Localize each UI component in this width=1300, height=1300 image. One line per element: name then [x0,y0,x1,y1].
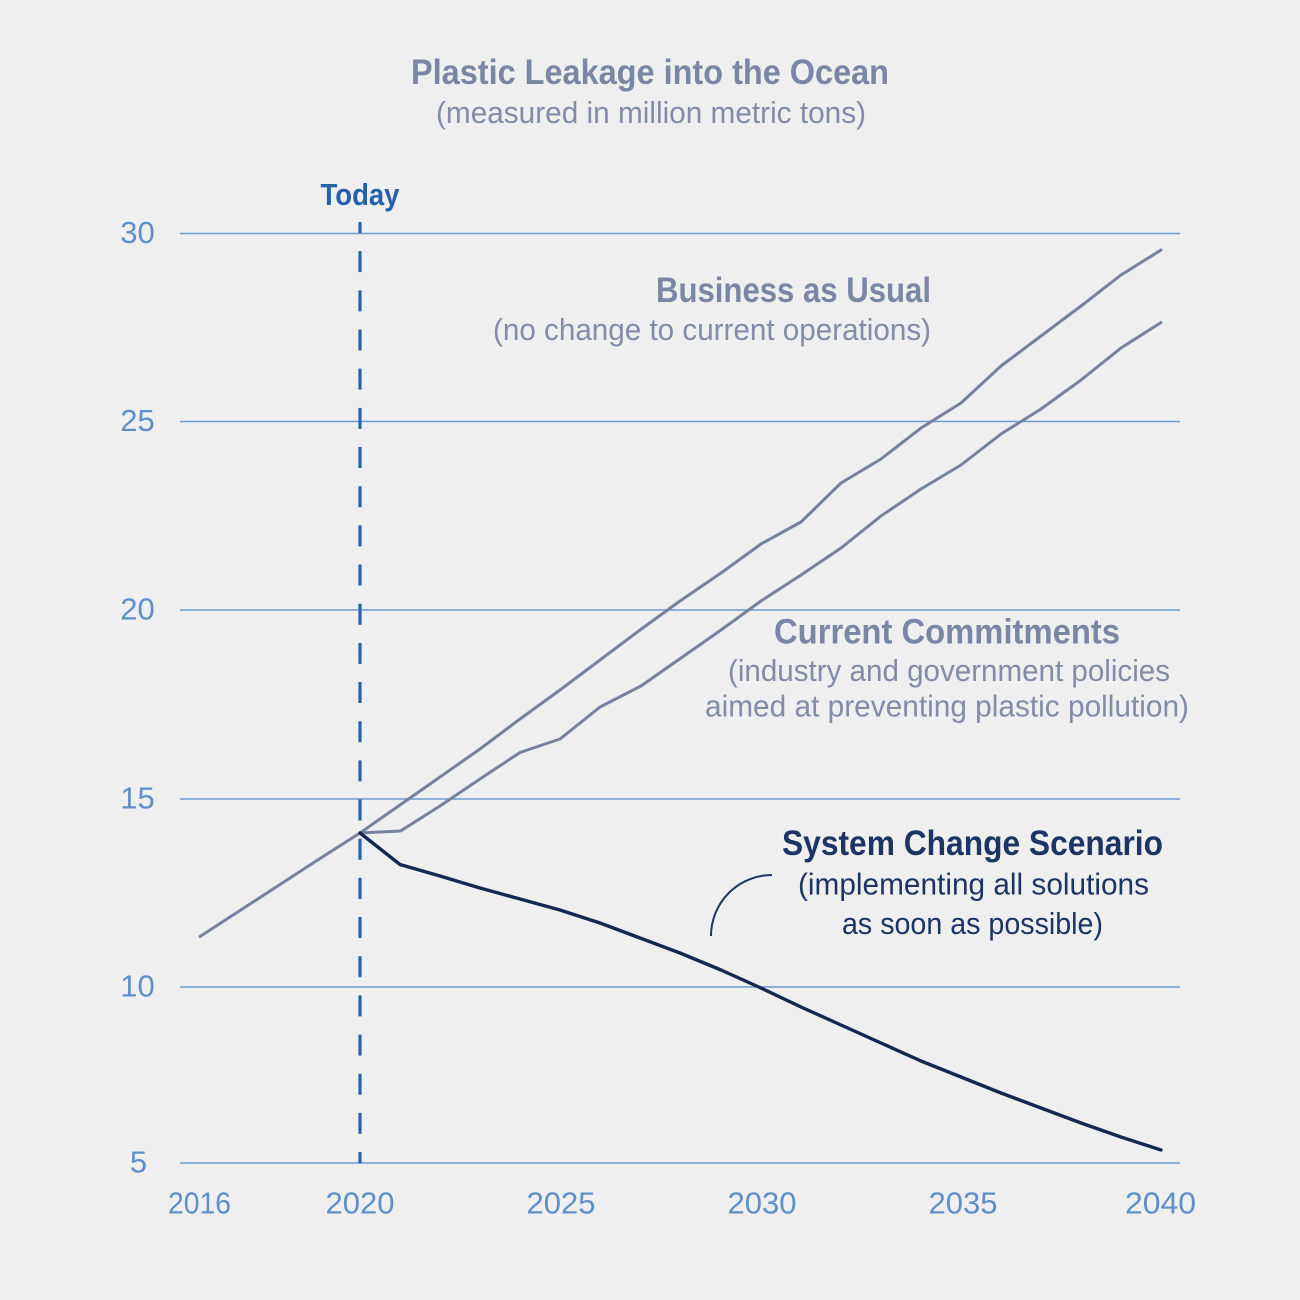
svg-text:Plastic Leakage into the Ocean: Plastic Leakage into the Ocean [411,53,889,92]
svg-text:25: 25 [120,403,154,438]
svg-text:(implementing all solutions: (implementing all solutions [798,867,1149,902]
svg-text:15: 15 [120,781,154,816]
svg-text:5: 5 [130,1145,147,1180]
svg-text:as soon as possible): as soon as possible) [842,906,1103,941]
svg-text:30: 30 [120,215,154,250]
svg-text:Business as Usual: Business as Usual [656,271,931,310]
svg-text:10: 10 [120,969,154,1004]
svg-text:System Change Scenario: System Change Scenario [782,824,1163,863]
svg-text:20: 20 [120,592,154,627]
svg-text:Current Commitments: Current Commitments [774,613,1120,652]
svg-text:(industry and government polic: (industry and government policies [728,653,1170,688]
svg-text:aimed at preventing plastic po: aimed at preventing plastic pollution) [705,689,1189,724]
svg-text:2030: 2030 [728,1186,797,1221]
svg-text:2035: 2035 [929,1186,998,1221]
svg-text:(no change to current operatio: (no change to current operations) [493,312,931,347]
svg-text:2020: 2020 [326,1186,395,1221]
svg-text:2025: 2025 [527,1186,596,1221]
svg-text:2016: 2016 [168,1186,231,1221]
svg-text:Today: Today [321,177,401,212]
svg-text:(measured in million metric to: (measured in million metric tons) [436,95,866,130]
svg-text:2040: 2040 [1125,1186,1196,1221]
